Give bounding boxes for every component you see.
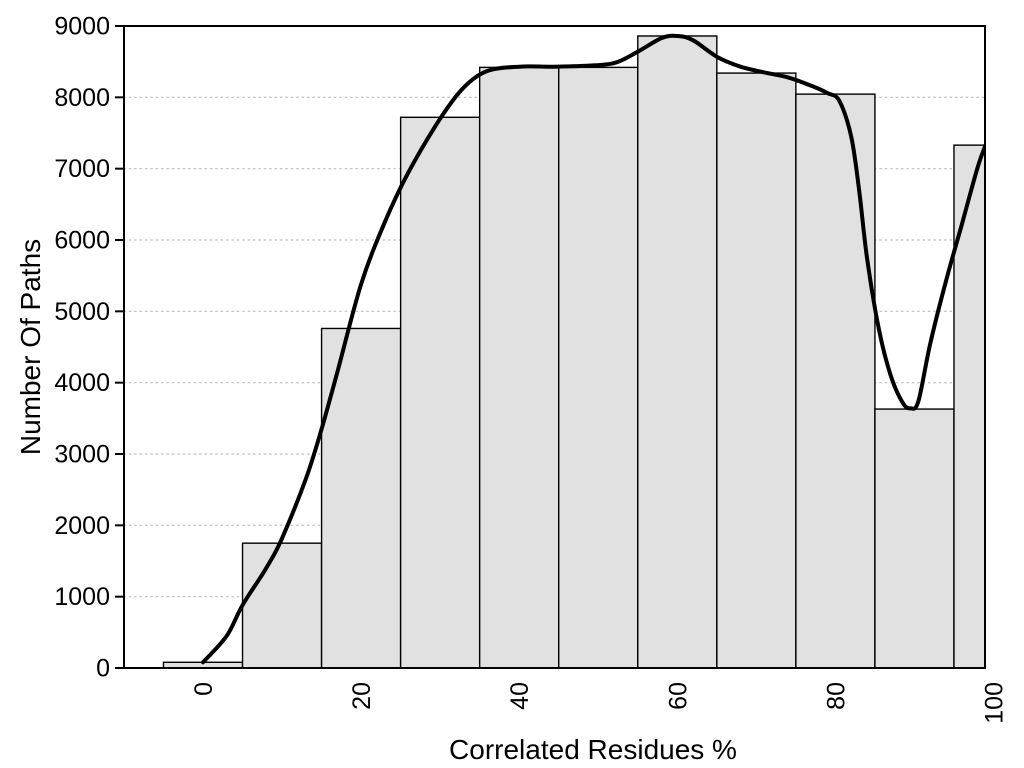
- y-tick-label-3000: 3000: [54, 441, 110, 469]
- x-tick-label-100: 100: [981, 682, 1009, 724]
- y-tick-label-6000: 6000: [54, 227, 110, 255]
- y-tick-label-9000: 9000: [54, 13, 110, 41]
- histogram-bar-60: [637, 35, 718, 668]
- y-tick-label-1000: 1000: [54, 583, 110, 611]
- plot-border: [123, 25, 986, 669]
- histogram-bar-100: [953, 144, 985, 668]
- y-tick-label-4000: 4000: [54, 369, 110, 397]
- histogram-bar-80: [795, 93, 876, 668]
- histogram-bar-40: [478, 66, 560, 668]
- x-tick-label-40: 40: [506, 682, 534, 710]
- histogram-bar-10: [241, 542, 323, 668]
- x-tick-label-0: 0: [190, 682, 218, 696]
- y-axis-title: Number Of Paths: [15, 238, 46, 456]
- y-tick-label-8000: 8000: [54, 84, 110, 112]
- histogram-bar-70: [716, 72, 797, 668]
- y-tick-label-5000: 5000: [54, 298, 110, 326]
- x-tick-label-60: 60: [664, 682, 692, 710]
- x-tick-label-20: 20: [348, 682, 376, 710]
- x-axis-title: Correlated Residues %: [449, 734, 737, 765]
- x-tick-label-80: 80: [822, 682, 850, 710]
- smoothed-curve: [201, 33, 985, 665]
- y-tick-label-2000: 2000: [54, 512, 110, 540]
- histogram-bar-50: [558, 66, 639, 668]
- histogram-bar-90: [874, 408, 955, 668]
- histogram-bar-30: [399, 116, 481, 668]
- y-tick-label-0: 0: [96, 655, 110, 683]
- curve-group: [201, 33, 985, 665]
- bars-group: [162, 35, 985, 668]
- y-tick-label-7000: 7000: [54, 155, 110, 183]
